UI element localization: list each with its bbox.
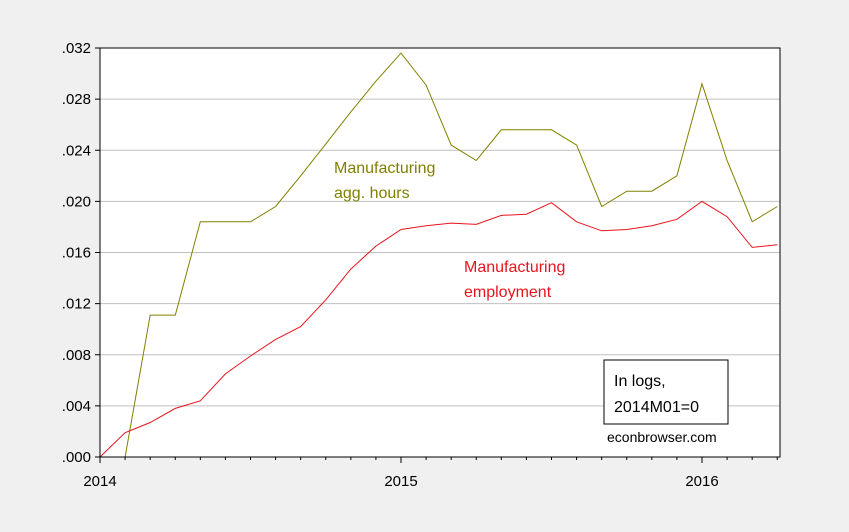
y-tick-label: .012 [62, 296, 91, 313]
y-tick-label: .000 [62, 449, 91, 466]
y-tick-label: .016 [62, 245, 91, 262]
employment-annotation-line2: employment [464, 284, 552, 301]
employment-annotation-line1: Manufacturing [464, 259, 565, 276]
note-box-line1: In logs, [614, 373, 666, 390]
gridlines [100, 98, 780, 407]
x-tick-label: 2014 [83, 473, 116, 490]
series-lines [99, 52, 778, 458]
hours-annotation-line2: agg. hours [334, 185, 410, 202]
credit-text: econbrowser.com [607, 429, 717, 445]
y-tick-label: .032 [62, 40, 91, 57]
y-axis-ticks: .000 .004 .008 .012 .016 .020 .024 .028 .032 [62, 40, 100, 466]
hours-annotation-line1: Manufacturing [334, 160, 435, 177]
y-tick-label: .008 [62, 347, 91, 364]
x-axis-ticks: 2014 2015 2016 [83, 457, 778, 490]
y-tick-label: .020 [62, 193, 91, 210]
x-tick-label: 2016 [685, 473, 718, 490]
series-line-1 [99, 200, 778, 458]
y-tick-label: .004 [62, 398, 91, 415]
y-tick-label: .028 [62, 91, 91, 108]
note-box-line2: 2014M01=0 [614, 399, 699, 416]
y-tick-label: .024 [62, 142, 91, 159]
series-line-0 [100, 52, 778, 458]
x-tick-label: 2015 [384, 473, 417, 490]
note-box [603, 359, 729, 425]
